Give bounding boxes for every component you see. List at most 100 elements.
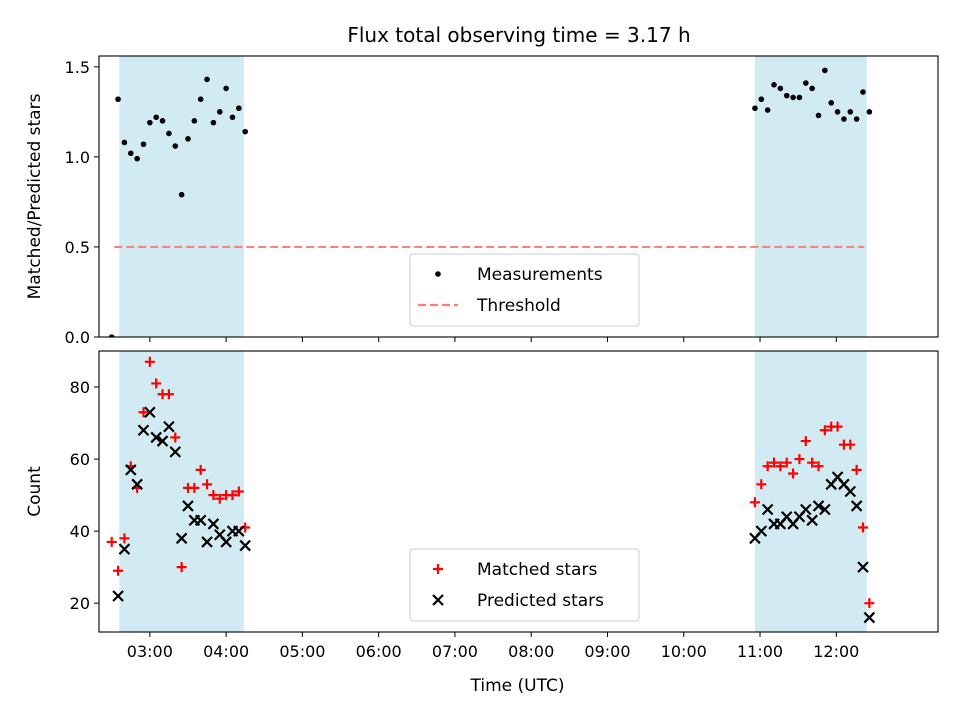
legend-label: Predicted stars (477, 591, 604, 611)
measurement-point (178, 191, 185, 198)
matched-star-point (857, 522, 868, 533)
predicted-star-point (144, 406, 156, 419)
predicted-star-point (812, 500, 825, 512)
predicted-star-point (150, 431, 162, 444)
matched-star-point (170, 432, 181, 443)
x-tick-label: 05:00 (279, 642, 325, 661)
measurement-point (153, 114, 160, 121)
matched-star-point (762, 461, 773, 472)
plot-frame (98, 55, 939, 338)
predicted-star-point (755, 525, 768, 537)
matched-star-point (208, 490, 219, 501)
predicted-star-point (201, 536, 213, 548)
matched-star-point (233, 486, 244, 497)
measurement-point (758, 96, 765, 103)
measurement-point (860, 89, 866, 95)
y-tick-label: 0.5 (65, 238, 90, 257)
x-tick-label: 04:00 (203, 642, 249, 661)
y-tick-label: 60 (70, 450, 90, 469)
matched-star-point (749, 497, 760, 508)
observing-span (754, 351, 867, 632)
matched-star-point (214, 493, 225, 504)
legend-frame (409, 548, 640, 622)
matched-star-point (151, 378, 162, 389)
observing-span (119, 351, 244, 632)
predicted-star-point (850, 500, 863, 512)
matched-star-point (794, 454, 805, 465)
predicted-star-point (220, 536, 232, 548)
predicted-star-point (819, 503, 831, 516)
measurement-point (134, 155, 140, 162)
matched-star-point (113, 565, 124, 576)
plot-area (106, 351, 876, 632)
measurement-point (191, 118, 198, 124)
measurement-point (866, 109, 873, 115)
observing-span (754, 56, 867, 337)
measurement-point (809, 85, 815, 92)
predicted-star-point (125, 464, 137, 476)
predicted-star-point (806, 514, 818, 527)
x-tick-label: 03:00 (127, 642, 173, 661)
measurement-point (229, 114, 236, 121)
legend-label: Threshold (476, 296, 561, 316)
chart-title: Flux total observing time = 3.17 h (347, 23, 690, 47)
matched-star-point (144, 356, 155, 367)
measurement-point (841, 116, 847, 122)
measurement-point (115, 96, 121, 103)
matched-star-point (800, 436, 811, 447)
measurement-point (121, 139, 128, 146)
matched-star-point (813, 461, 824, 472)
legend: Matched stars Predicted stars (409, 548, 640, 622)
y-tick-label: 80 (70, 378, 90, 397)
y-tick-label: 0.0 (65, 328, 90, 347)
measurement-point (204, 76, 210, 83)
measurement-point (108, 334, 115, 337)
predicted-star-point (857, 561, 869, 573)
measurement-point (764, 107, 771, 113)
legend-label: Matched stars (477, 560, 597, 580)
matched-star-point (189, 482, 200, 493)
measurement-point (210, 119, 217, 126)
predicted-star-point (156, 435, 169, 447)
matched-star-point (227, 490, 238, 501)
measurement-point (236, 105, 242, 112)
matched-star-point (163, 389, 174, 400)
measurement-point (159, 118, 166, 124)
measurement-point (242, 128, 248, 135)
legend-marker (432, 594, 444, 606)
matched-star-point (106, 536, 117, 547)
legend-frame (409, 253, 640, 327)
matched-star-point (138, 407, 149, 418)
matched-star-point (775, 461, 786, 472)
top-panel: 0.0 0.5 1.0 1.5 Matched/Predicted stars Measu… (25, 55, 939, 347)
matched-star-point (819, 425, 830, 436)
predicted-star-point (800, 503, 812, 516)
x-tick-label: 11:00 (737, 642, 783, 661)
measurement-point (216, 109, 223, 115)
x-tick-label: 09:00 (584, 642, 630, 661)
measurement-point (783, 92, 790, 99)
matched-star-point (788, 468, 799, 479)
y-tick-label: 1.5 (65, 58, 90, 77)
matched-star-point (864, 598, 875, 609)
x-tick-label: 10:00 (661, 642, 707, 661)
measurement-point (796, 94, 803, 101)
legend-marker (435, 271, 441, 277)
matched-star-point (851, 464, 862, 475)
plot-frame (98, 350, 939, 633)
predicted-star-point (194, 514, 207, 527)
matched-star-point (807, 457, 818, 468)
measurement-point (834, 109, 841, 115)
matched-star-point (119, 533, 130, 544)
y-axis-label: Matched/Predicted stars (25, 93, 45, 299)
matched-star-point (202, 479, 213, 490)
measurement-point (828, 100, 835, 106)
y-axis-label: Count (25, 466, 45, 517)
predicted-star-point (163, 420, 175, 433)
predicted-star-point (175, 532, 188, 545)
legend-label: Measurements (477, 265, 603, 285)
measurement-point (802, 80, 809, 86)
measurement-point (853, 116, 860, 122)
predicted-star-point (207, 518, 220, 530)
